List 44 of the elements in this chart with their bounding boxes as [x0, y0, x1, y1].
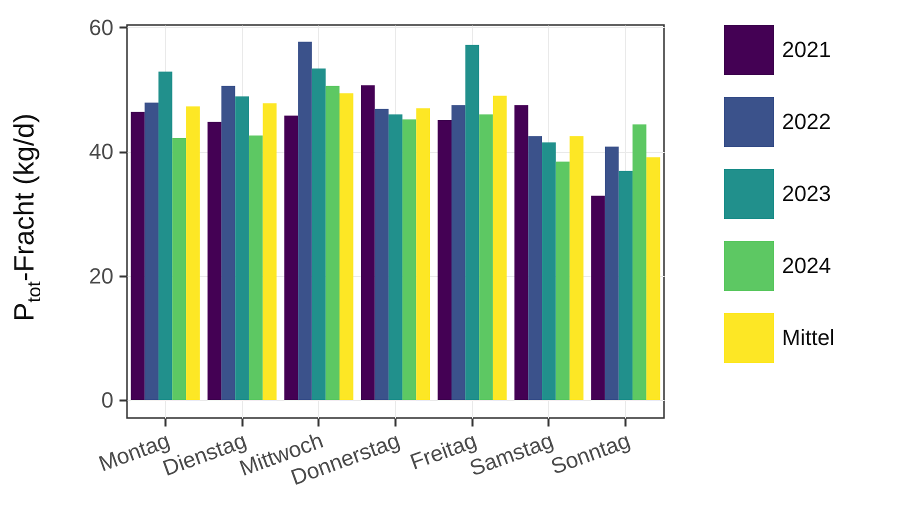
bar [632, 124, 646, 400]
bar [172, 138, 186, 400]
bar [646, 157, 660, 400]
bar [144, 102, 158, 400]
bar [158, 72, 172, 400]
bar [570, 136, 584, 400]
bar [208, 122, 222, 400]
bar [402, 119, 416, 400]
y-tick-label: 0 [101, 387, 114, 412]
bar [130, 112, 145, 400]
bar [556, 162, 570, 400]
bar [604, 146, 619, 400]
bar [312, 68, 326, 400]
legend-label: 2022 [782, 109, 831, 134]
bar [284, 116, 298, 400]
bar [262, 103, 277, 400]
legend-label: Mittel [782, 325, 835, 350]
bar [298, 42, 312, 400]
bar [465, 44, 480, 400]
legend-label: 2024 [782, 253, 831, 278]
y-tick-label: 20 [89, 263, 114, 288]
bar [542, 142, 556, 400]
bar [591, 196, 605, 400]
bar [235, 96, 249, 400]
y-tick-label: 40 [89, 139, 114, 164]
bar [374, 108, 389, 400]
bar [248, 136, 263, 400]
bar [186, 106, 200, 400]
y-tick-label: 60 [89, 14, 114, 40]
legend-label: 2021 [782, 37, 831, 62]
legend-label: 2023 [782, 181, 831, 206]
bar [360, 85, 375, 400]
bar [438, 120, 452, 400]
bar [479, 114, 493, 400]
bar [416, 108, 430, 400]
bar [326, 86, 340, 400]
bar [514, 105, 528, 400]
bar [221, 86, 236, 400]
bar [452, 105, 466, 400]
bar [618, 170, 633, 400]
bar [492, 96, 507, 400]
bar [388, 114, 402, 400]
bar [340, 93, 354, 400]
bar [528, 136, 542, 400]
